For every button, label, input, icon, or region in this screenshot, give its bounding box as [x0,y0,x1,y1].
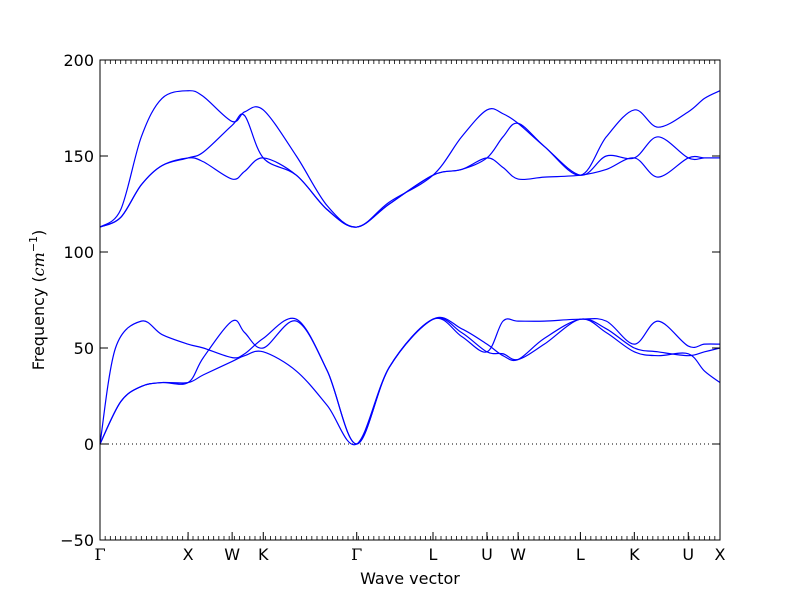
x-tick-label: X [183,545,194,564]
x-tick-label: W [510,545,526,564]
band-line-5 [99,113,720,228]
band-line-3 [99,317,721,445]
x-tick-label: K [258,545,269,564]
x-axis-label: Wave vector [360,569,460,588]
x-tick-label: X [715,545,726,564]
x-tick-label: U [481,545,493,564]
y-tick-label: 200 [63,51,94,70]
minor-tick-layer [99,60,721,540]
series-layer [99,90,721,446]
y-tick-label: −50 [60,531,94,550]
y-tick-label: 50 [74,339,94,358]
y-axis-label: Frequency (cm−1) [27,230,48,371]
y-tick-labels: −50 0 50 100 150 200 [60,51,94,550]
y-tick-label: 100 [63,243,94,262]
x-tick-label: L [429,545,438,564]
x-tick-label: Γ [351,545,362,564]
x-tick-label: U [682,545,694,564]
y-tick-label: 150 [63,147,94,166]
plot-frame [99,59,721,541]
x-tick-label: W [224,545,240,564]
x-tick-label: K [629,545,640,564]
x-tick-label: Γ [94,545,105,564]
y-tick-label: 0 [84,435,94,454]
band-line-6 [99,90,721,228]
x-tick-label: L [576,545,585,564]
